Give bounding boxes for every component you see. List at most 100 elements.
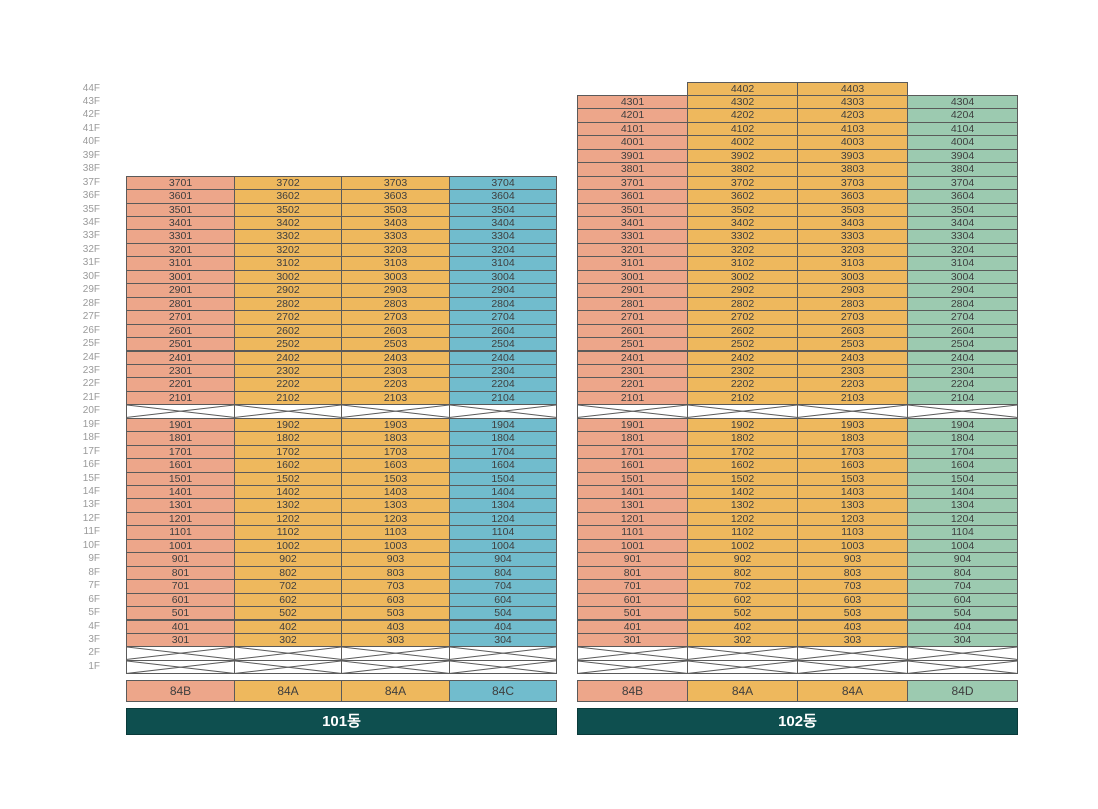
- unit-cell: 2501: [126, 337, 235, 352]
- unit-cell: 3203: [341, 242, 450, 258]
- unit-cell: 3102: [687, 256, 798, 271]
- unit-cell: 601: [577, 592, 688, 608]
- unit-cell: 404: [449, 619, 557, 634]
- unit-cell: 3804: [907, 162, 1018, 177]
- non-residential-cell: [797, 646, 908, 661]
- unit-cell: 3504: [449, 202, 557, 217]
- unit-cell: 2101: [577, 390, 688, 406]
- floor-label: 32F: [82, 243, 100, 255]
- floor-label: 35F: [82, 203, 100, 215]
- unit-cell: 4104: [907, 121, 1018, 137]
- unit-cell: 2204: [449, 377, 557, 392]
- unit-cell: 302: [234, 632, 342, 648]
- unit-type-label: 84B: [577, 680, 688, 702]
- floor-label: 2F: [88, 647, 100, 659]
- unit-cell: 4201: [577, 108, 688, 123]
- non-residential-cell: [341, 659, 450, 675]
- unit-cell: 901: [577, 552, 688, 567]
- unit-cell: 303: [341, 632, 450, 648]
- unit-cell: 1504: [449, 471, 557, 486]
- unit-cell: 703: [797, 579, 908, 594]
- unit-cell: 502: [687, 606, 798, 621]
- unit-cell: 2603: [797, 323, 908, 339]
- unit-cell: 401: [577, 619, 688, 634]
- unit-cell: 301: [577, 632, 688, 648]
- unit-cell: 1401: [577, 485, 688, 500]
- unit-cell: 1903: [341, 417, 450, 433]
- unit-cell: 702: [234, 579, 342, 594]
- floor-label: 8F: [88, 566, 100, 578]
- unit-cell: 4301: [577, 94, 688, 110]
- floor-label: 25F: [82, 338, 100, 350]
- unit-cell: 3901: [577, 148, 688, 164]
- unit-cell: 2602: [687, 323, 798, 339]
- unit-cell: 1001: [577, 538, 688, 554]
- unit-cell: 1302: [234, 498, 342, 513]
- unit-cell: 2601: [577, 323, 688, 339]
- unit-cell: 3302: [687, 229, 798, 244]
- unit-cell: 504: [449, 606, 557, 621]
- floor-label: 19F: [82, 418, 100, 430]
- unit-cell: 804: [907, 565, 1018, 581]
- unit-cell: 1001: [126, 538, 235, 554]
- unit-cell: 1404: [449, 485, 557, 500]
- unit-cell: 2102: [687, 390, 798, 406]
- floor-label: 9F: [88, 553, 100, 565]
- unit-type-label: 84B: [126, 680, 235, 702]
- unit-cell: 2301: [126, 363, 235, 379]
- unit-cell: 3302: [234, 229, 342, 244]
- non-residential-cell: [234, 646, 342, 661]
- floor-label: 12F: [82, 512, 100, 524]
- unit-cell: 1203: [341, 511, 450, 527]
- unit-cell: 2603: [341, 323, 450, 339]
- unit-cell: 2303: [797, 363, 908, 379]
- floor-label: 26F: [82, 324, 100, 336]
- unit-cell: 1701: [126, 444, 235, 460]
- unit-cell: 803: [341, 565, 450, 581]
- unit-cell: 1003: [797, 538, 908, 554]
- unit-cell: 3502: [687, 202, 798, 217]
- unit-cell: 1601: [577, 458, 688, 473]
- unit-cell: 3001: [126, 269, 235, 285]
- unit-cell: 1603: [341, 458, 450, 473]
- unit-cell: 3101: [126, 256, 235, 271]
- unit-cell: 2402: [687, 350, 798, 365]
- unit-cell: 701: [126, 579, 235, 594]
- floor-label: 22F: [82, 378, 100, 390]
- unit-cell: 2903: [797, 283, 908, 298]
- unit-cell: 2403: [341, 350, 450, 365]
- unit-cell: 2401: [577, 350, 688, 365]
- unit-type-label: 84C: [449, 680, 557, 702]
- unit-cell: 3304: [907, 229, 1018, 244]
- unit-cell: 1703: [341, 444, 450, 460]
- unit-cell: 4004: [907, 135, 1018, 150]
- unit-cell: 3303: [341, 229, 450, 244]
- floor-label: 38F: [82, 163, 100, 175]
- unit-cell: 301: [126, 632, 235, 648]
- unit-cell: 3803: [797, 162, 908, 177]
- unit-cell: 3703: [797, 175, 908, 191]
- unit-cell: 1501: [126, 471, 235, 486]
- unit-cell: 604: [449, 592, 557, 608]
- unit-cell: 902: [687, 552, 798, 567]
- floor-label: 31F: [82, 257, 100, 269]
- unit-cell: 2902: [687, 283, 798, 298]
- unit-cell: 3404: [907, 216, 1018, 231]
- unit-cell: 704: [449, 579, 557, 594]
- unit-cell: 2801: [577, 296, 688, 312]
- unit-cell: 1301: [126, 498, 235, 513]
- unit-cell: 402: [687, 619, 798, 634]
- unit-cell: 3704: [449, 175, 557, 191]
- unit-cell: 602: [687, 592, 798, 608]
- unit-cell: 2704: [449, 310, 557, 325]
- floor-label: 20F: [82, 405, 100, 417]
- unit-cell: 604: [907, 592, 1018, 608]
- non-residential-cell: [449, 646, 557, 661]
- unit-cell: 2704: [907, 310, 1018, 325]
- unit-cell: 303: [797, 632, 908, 648]
- unit-cell: 2702: [687, 310, 798, 325]
- unit-cell: 3903: [797, 148, 908, 164]
- unit-cell: 3602: [234, 189, 342, 204]
- floor-label: 24F: [82, 351, 100, 363]
- unit-cell: 904: [449, 552, 557, 567]
